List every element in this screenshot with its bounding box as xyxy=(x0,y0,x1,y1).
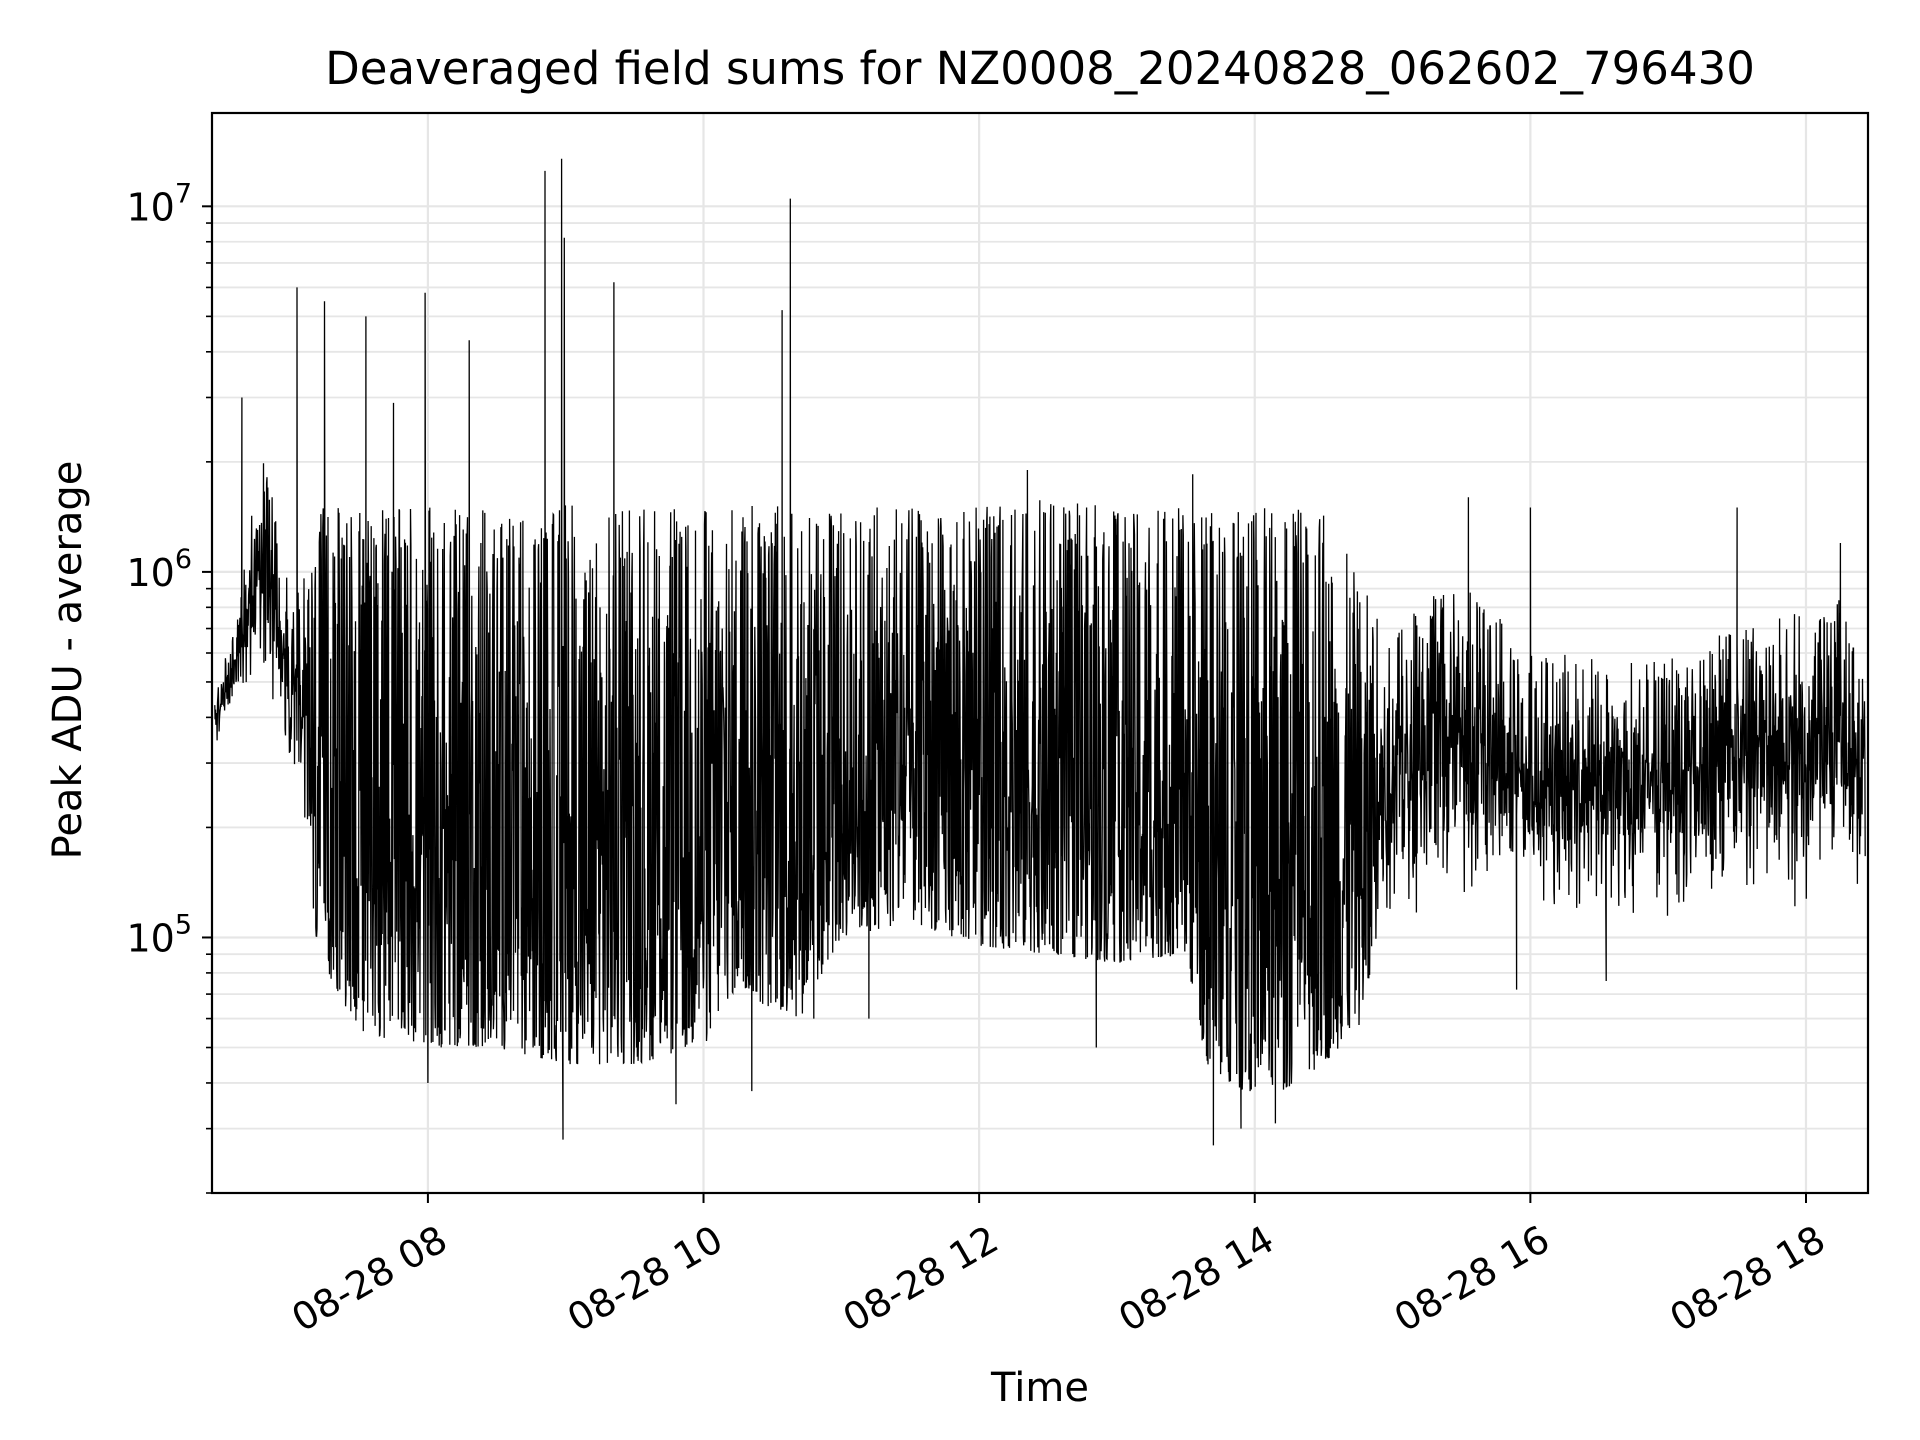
x-tick-label: 08-28 14 xyxy=(1111,1217,1281,1341)
y-tick-label: 105 xyxy=(126,909,192,960)
x-tick-label: 08-28 12 xyxy=(836,1217,1006,1341)
x-tick-label: 08-28 08 xyxy=(284,1217,454,1341)
y-tick-label: 107 xyxy=(126,178,192,229)
x-tick-label: 08-28 16 xyxy=(1387,1217,1557,1341)
series-line xyxy=(214,158,1866,1146)
chart-title: Deaveraged field sums for NZ0008_2024082… xyxy=(325,42,1755,95)
x-tick-label: 08-28 18 xyxy=(1663,1217,1833,1341)
y-tick-label: 106 xyxy=(126,544,192,595)
x-axis-label: Time xyxy=(991,1365,1089,1411)
x-tick-label: 08-28 10 xyxy=(560,1217,730,1341)
